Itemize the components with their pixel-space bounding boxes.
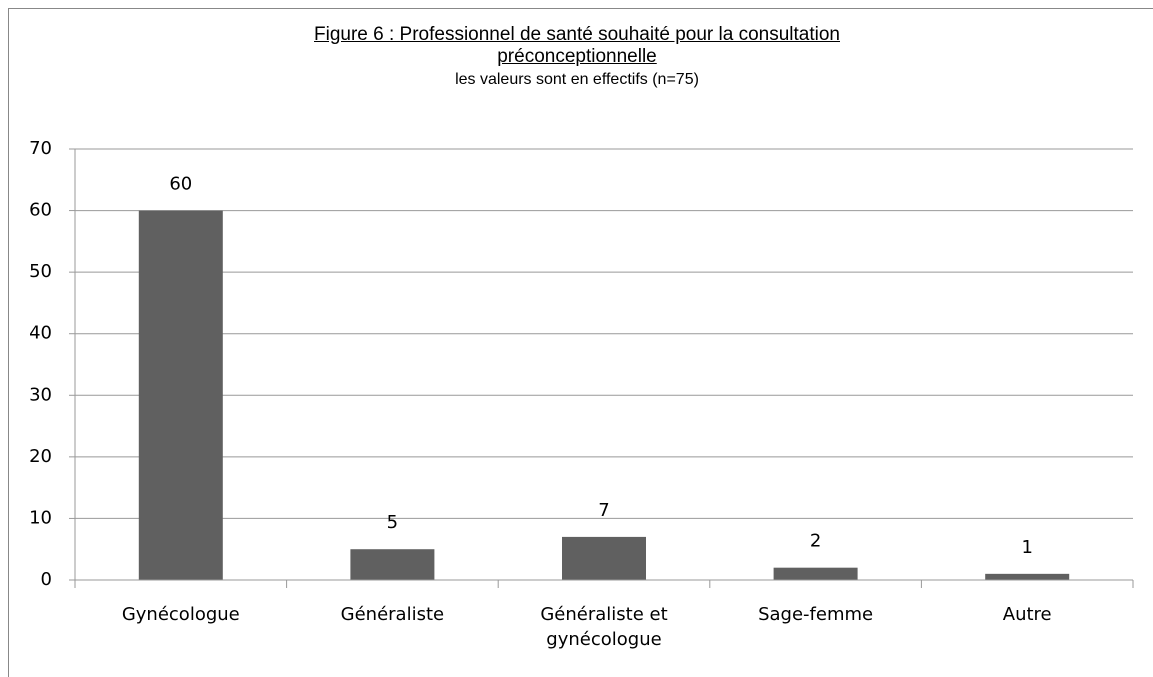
data-label: 5 xyxy=(387,512,398,533)
data-label: 7 xyxy=(598,500,609,521)
bar xyxy=(985,573,1070,580)
y-tick-label: 60 xyxy=(29,200,52,221)
bar xyxy=(138,210,223,581)
bar xyxy=(773,567,858,580)
data-label: 60 xyxy=(169,174,192,195)
x-tick-label: Gynécologue xyxy=(121,604,240,625)
x-tick-label: Autre xyxy=(1002,604,1052,625)
data-label: 2 xyxy=(810,531,821,552)
y-tick-label: 20 xyxy=(29,446,52,467)
x-tick-label: Sage-femme xyxy=(758,604,874,625)
y-tick-label: 50 xyxy=(29,261,52,282)
chart-title: Figure 6 : Professionnel de santé souhai… xyxy=(314,24,840,67)
data-label: 1 xyxy=(1021,537,1032,558)
bar xyxy=(350,549,435,580)
x-tick-label: Généraliste xyxy=(340,604,445,625)
y-tick-label: 30 xyxy=(29,384,52,405)
x-tick-label: Généraliste et gynécologue xyxy=(540,604,668,650)
y-tick-label: 0 xyxy=(41,569,52,590)
y-tick-label: 10 xyxy=(29,507,52,528)
chart-frame xyxy=(8,8,1153,677)
y-tick-label: 40 xyxy=(29,323,52,344)
y-tick-label: 70 xyxy=(29,138,52,159)
bar xyxy=(562,536,646,580)
chart-subtitle: les valeurs sont en effectifs (n=75) xyxy=(455,71,699,88)
